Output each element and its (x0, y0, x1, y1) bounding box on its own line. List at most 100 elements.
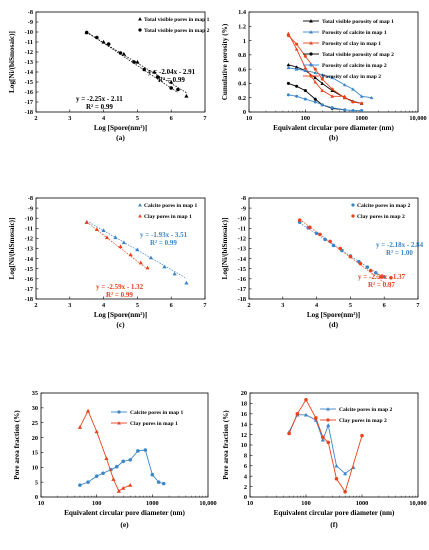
data-point (303, 89, 307, 93)
data-point (359, 94, 364, 98)
data-point (303, 65, 308, 70)
data-point (334, 463, 339, 468)
data-point (286, 65, 291, 70)
data-point (294, 47, 299, 51)
data-point (152, 69, 157, 74)
data-point (303, 97, 307, 101)
fit-equation: y = -2.50x - 1.37 (358, 273, 406, 281)
y-tick-label: -15 (25, 79, 33, 86)
y-tick-label: -13 (25, 59, 33, 66)
y-tick-label: 0 (244, 494, 247, 501)
data-point (326, 423, 331, 427)
x-tick-label: 7 (416, 302, 419, 309)
fit-r2: R² = 1.00 (386, 249, 413, 257)
y-tick-label: -11 (25, 39, 33, 46)
y-axis-label: Log[Ni/(biSmosaic)] (8, 31, 16, 93)
x-tick-label: 100 (92, 500, 101, 507)
x-axis-label: Log [Spore(nm²)] (94, 124, 147, 132)
data-point (342, 83, 347, 87)
y-tick-label: 16 (241, 411, 247, 418)
panel-label: (c) (116, 320, 125, 329)
y-tick-label: 35 (32, 390, 38, 397)
legend-label: Total visible pores in map 1 (144, 17, 210, 23)
data-point (106, 42, 111, 46)
x-tick-label: 10 (246, 115, 252, 122)
data-point (155, 75, 160, 79)
y-tick-label: 20 (241, 390, 247, 397)
y-tick-label: 2 (244, 484, 247, 491)
data-point (382, 274, 386, 279)
data-point (286, 93, 290, 97)
y-tick-label: 4 (244, 473, 248, 480)
data-point (121, 485, 126, 490)
data-point (326, 440, 331, 445)
legend-label: Calcite pores in map 1 (130, 410, 184, 416)
legend-marker (351, 214, 355, 218)
panel-e: 0 5 10 15 20 25 30 35 10 100 1000 10,000 Equivalent … (13, 390, 217, 529)
series-line (288, 398, 363, 493)
data-point (169, 86, 173, 90)
data-point (379, 274, 383, 279)
data-point (135, 247, 140, 252)
fit-r2: R² = 0.99 (158, 76, 185, 84)
series-line (79, 449, 164, 486)
y-tick-label: -10 (238, 215, 246, 222)
y-tick-label: -17 (238, 286, 246, 293)
data-point (118, 244, 123, 249)
data-point (320, 77, 324, 81)
legend-label: Clay pores in map 1 (130, 421, 178, 427)
x-tick-label: 10,000 (409, 115, 426, 122)
y-tick-label: 0.6 (238, 66, 246, 73)
fit-equation: y = -1.93x - 3.51 (140, 231, 188, 239)
legend-marker (117, 421, 121, 425)
data-point (320, 88, 325, 93)
y-axis-label: Log[Ni/(biSmosaic)] (8, 218, 16, 280)
data-point (176, 87, 180, 92)
y-tick-label: -14 (238, 256, 247, 263)
legend-marker (326, 407, 330, 411)
data-point (314, 416, 318, 420)
x-tick-label: 4 (102, 115, 106, 122)
y-tick-label: 10 (241, 442, 247, 449)
x-tick-label: 10 (247, 500, 253, 507)
fit-equation: y = -2.04x - 2.91 (148, 68, 196, 76)
data-point (320, 73, 325, 77)
data-point (286, 81, 290, 85)
y-tick-label: -15 (238, 266, 246, 273)
y-tick-label: -16 (238, 276, 246, 283)
y-tick-label: 10 (32, 464, 38, 471)
x-tick-label: 4 (315, 302, 319, 309)
data-point (156, 480, 161, 484)
data-point (294, 67, 299, 71)
y-tick-label: 14 (241, 421, 248, 428)
panel-label: (b) (329, 133, 339, 142)
series-porosity-of-calcite-in-map-1 (286, 65, 374, 100)
data-point (330, 106, 334, 110)
y-tick-label: -8 (28, 195, 33, 202)
panel-label: (f) (330, 520, 338, 529)
data-point (343, 490, 347, 494)
x-tick-label: 2 (34, 115, 37, 122)
panel-b: 0 0.2 0.4 0.6 0.8 1 1.2 1.4 10 100 1000 10,000 Equiv… (221, 9, 427, 142)
y-tick-label: -18 (238, 296, 246, 303)
data-point (313, 80, 318, 84)
legend-label: Clay pores in map 2 (339, 418, 387, 424)
panel-label: (d) (329, 320, 339, 329)
data-point (135, 59, 140, 64)
data-point (84, 30, 89, 35)
data-point (313, 75, 318, 80)
legend-label: Clay pores in map 1 (144, 214, 192, 220)
data-point (84, 220, 89, 224)
x-tick-label: 3 (68, 302, 71, 309)
series-total-visible-pores-in-map-2 (84, 30, 180, 92)
data-point (101, 39, 106, 44)
data-point (95, 35, 99, 40)
series-calcite-pores-in-map-2 (297, 220, 386, 279)
data-point (321, 435, 325, 439)
data-point (320, 103, 324, 107)
data-point (360, 109, 364, 113)
data-point (128, 483, 133, 487)
panel-a: -18 -17 -16 -15 -14 -13 -12 -11 -10 -9 -8 2 3 4 5 6 7 Log… (8, 9, 210, 142)
data-point (295, 84, 299, 88)
